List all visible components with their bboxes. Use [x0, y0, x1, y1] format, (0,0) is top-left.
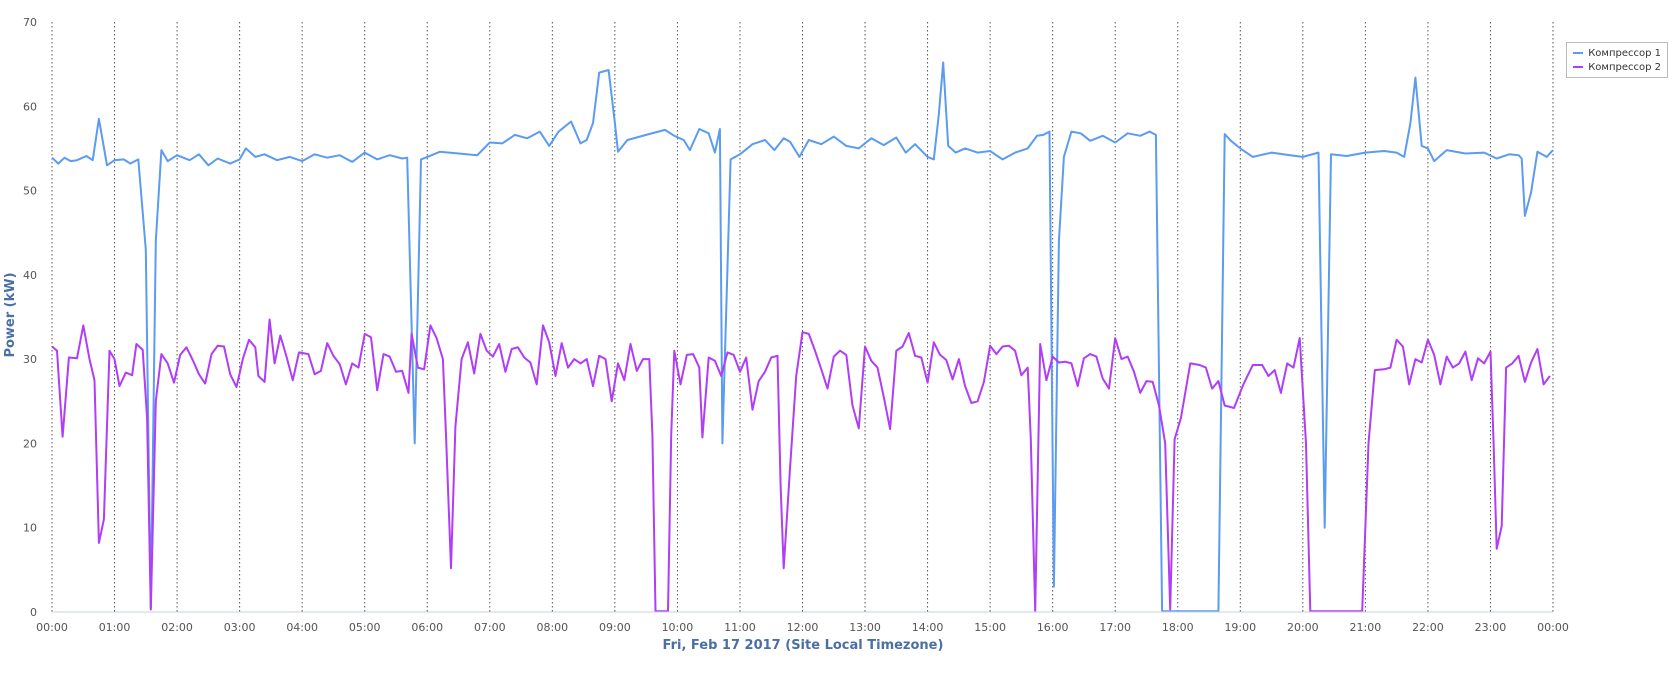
x-tick-label: 13:00 [849, 621, 881, 634]
x-tick-label: 07:00 [474, 621, 506, 634]
x-tick-label: 00:00 [1537, 621, 1569, 634]
series-lines [51, 61, 1554, 613]
x-tick-label: 05:00 [349, 621, 381, 634]
y-tick-label: 20 [23, 437, 37, 450]
x-tick-label: 08:00 [536, 621, 568, 634]
x-tick-label: 06:00 [411, 621, 443, 634]
x-tick-label: 21:00 [1350, 621, 1382, 634]
chart-legend: Компрессор 1 Компрессор 2 [1566, 42, 1668, 78]
legend-swatch-compressor-1 [1573, 52, 1584, 54]
legend-item-compressor-2[interactable]: Компрессор 2 [1573, 60, 1661, 74]
x-tick-label: 15:00 [974, 621, 1006, 634]
y-tick-label: 30 [23, 353, 37, 366]
legend-swatch-compressor-2 [1573, 66, 1584, 68]
x-tick-labels: 00:00 01:00 02:00 03:00 04:00 05:00 06:00 07:00… [36, 621, 1569, 634]
y-tick-label: 0 [30, 606, 37, 619]
x-tick-label: 23:00 [1475, 621, 1507, 634]
x-tick-label: 12:00 [787, 621, 819, 634]
x-tick-label: 14:00 [912, 621, 944, 634]
x-tick-label: 22:00 [1412, 621, 1444, 634]
y-tick-labels: 0 10 20 30 40 50 60 70 [23, 16, 37, 619]
series-line-compressor-1 [51, 61, 1554, 613]
x-tick-label: 17:00 [1099, 621, 1131, 634]
y-tick-label: 10 [23, 522, 37, 535]
x-axis-title: Fri, Feb 17 2017 (Site Local Timezone) [663, 638, 944, 653]
x-tick-label: 19:00 [1224, 621, 1256, 634]
x-tick-label: 09:00 [599, 621, 631, 634]
x-tick-label: 20:00 [1287, 621, 1319, 634]
x-tick-label: 02:00 [161, 621, 193, 634]
x-tick-label: 03:00 [224, 621, 256, 634]
x-tick-label: 00:00 [36, 621, 68, 634]
x-tick-label: 04:00 [286, 621, 318, 634]
series-line-compressor-2 [51, 318, 1551, 613]
x-tick-label: 16:00 [1037, 621, 1069, 634]
y-tick-label: 60 [23, 100, 37, 113]
legend-label-compressor-2: Компрессор 2 [1588, 61, 1661, 73]
legend-label-compressor-1: Компрессор 1 [1588, 47, 1661, 59]
y-tick-label: 40 [23, 269, 37, 282]
legend-item-compressor-1[interactable]: Компрессор 1 [1573, 46, 1661, 60]
x-tick-label: 01:00 [99, 621, 131, 634]
x-tick-label: 18:00 [1162, 621, 1194, 634]
y-tick-label: 50 [23, 185, 37, 198]
y-tick-label: 70 [23, 16, 37, 29]
x-tick-label: 11:00 [724, 621, 756, 634]
x-tick-label: 10:00 [662, 621, 694, 634]
y-axis-title: Power (kW) [3, 272, 18, 357]
